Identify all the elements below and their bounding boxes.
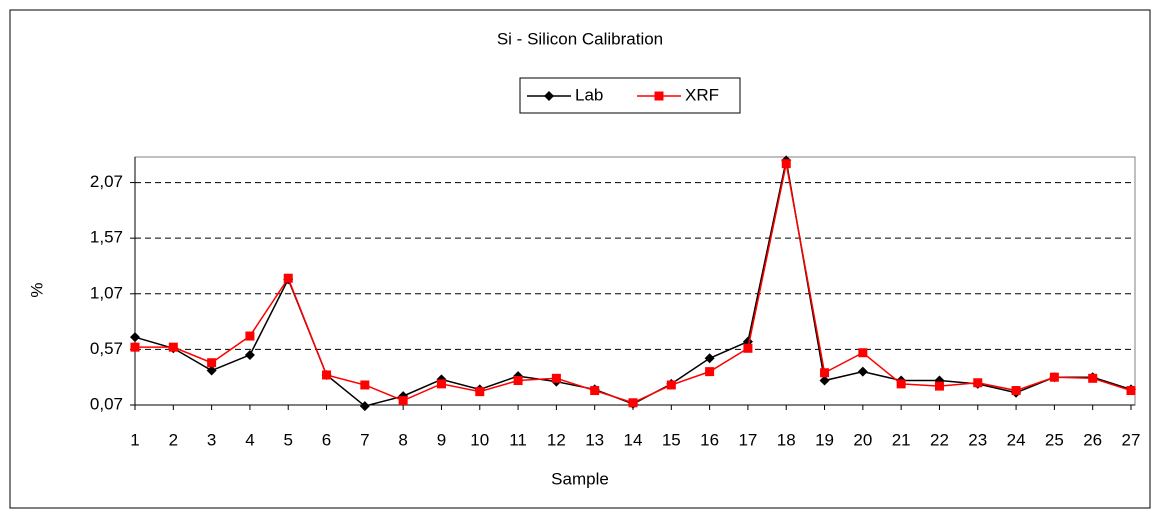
x-tick-label: 23 <box>968 430 987 449</box>
x-tick-label: 27 <box>1122 430 1141 449</box>
x-tick-label: 7 <box>360 430 369 449</box>
data-point <box>819 375 830 386</box>
x-tick-label: 5 <box>283 430 292 449</box>
data-point <box>1049 372 1059 382</box>
legend-marker <box>544 91 554 101</box>
data-point <box>666 380 676 390</box>
data-point <box>245 331 255 341</box>
data-point <box>1126 386 1136 396</box>
data-point <box>1011 386 1021 396</box>
data-point <box>359 401 370 412</box>
x-tick-label: 1 <box>130 430 139 449</box>
data-point <box>283 273 293 283</box>
data-point <box>896 379 906 389</box>
x-tick-label: 25 <box>1045 430 1064 449</box>
x-tick-label: 15 <box>662 430 681 449</box>
legend-label: Lab <box>575 85 603 104</box>
x-tick-label: 19 <box>815 430 834 449</box>
y-tick-label: 1,57 <box>90 228 123 247</box>
x-tick-label: 21 <box>892 430 911 449</box>
data-point <box>475 387 485 397</box>
x-tick-label: 14 <box>624 430 643 449</box>
data-point <box>934 381 944 391</box>
x-tick-label: 6 <box>322 430 331 449</box>
data-point <box>743 343 753 353</box>
data-point <box>436 379 446 389</box>
y-axis-label: % <box>27 282 46 297</box>
x-tick-label: 20 <box>853 430 872 449</box>
data-point <box>130 342 140 352</box>
data-point <box>513 376 523 386</box>
y-tick-label: 1,07 <box>90 283 123 302</box>
data-point <box>781 159 791 169</box>
data-point <box>857 366 868 377</box>
data-point <box>1088 373 1098 383</box>
data-point <box>628 398 638 408</box>
data-point <box>168 342 178 352</box>
x-tick-label: 22 <box>930 430 949 449</box>
x-tick-label: 11 <box>509 430 527 449</box>
y-tick-label: 0,57 <box>90 339 123 358</box>
data-point <box>130 332 140 343</box>
x-tick-label: 16 <box>700 430 719 449</box>
data-point <box>973 378 983 388</box>
data-point <box>551 373 561 383</box>
x-tick-label: 13 <box>585 430 604 449</box>
x-tick-label: 26 <box>1083 430 1102 449</box>
data-point <box>207 358 217 368</box>
data-point <box>398 396 408 406</box>
x-tick-label: 18 <box>777 430 796 449</box>
data-point <box>244 349 255 360</box>
data-point <box>322 370 332 380</box>
data-point <box>360 380 370 390</box>
chart-title: Si - Silicon Calibration <box>497 29 663 48</box>
legend-label: XRF <box>685 85 719 104</box>
x-axis-label: Sample <box>551 469 609 488</box>
plot-area <box>134 156 1136 406</box>
x-tick-label: 4 <box>245 430 254 449</box>
x-tick-label: 3 <box>207 430 216 449</box>
y-tick-label: 2,07 <box>90 172 123 191</box>
x-tick-label: 10 <box>470 430 489 449</box>
x-tick-label: 9 <box>437 430 446 449</box>
legend-marker <box>654 91 664 101</box>
x-tick-label: 17 <box>738 430 757 449</box>
data-point <box>590 386 600 396</box>
data-point <box>704 353 715 364</box>
data-point <box>820 368 830 378</box>
data-point <box>206 365 217 376</box>
y-tick-label: 0,07 <box>90 394 123 413</box>
data-point <box>858 348 868 358</box>
x-tick-label: 24 <box>1007 430 1026 449</box>
x-tick-label: 2 <box>169 430 178 449</box>
x-tick-label: 8 <box>398 430 407 449</box>
data-point <box>705 367 715 377</box>
x-tick-label: 12 <box>547 430 566 449</box>
